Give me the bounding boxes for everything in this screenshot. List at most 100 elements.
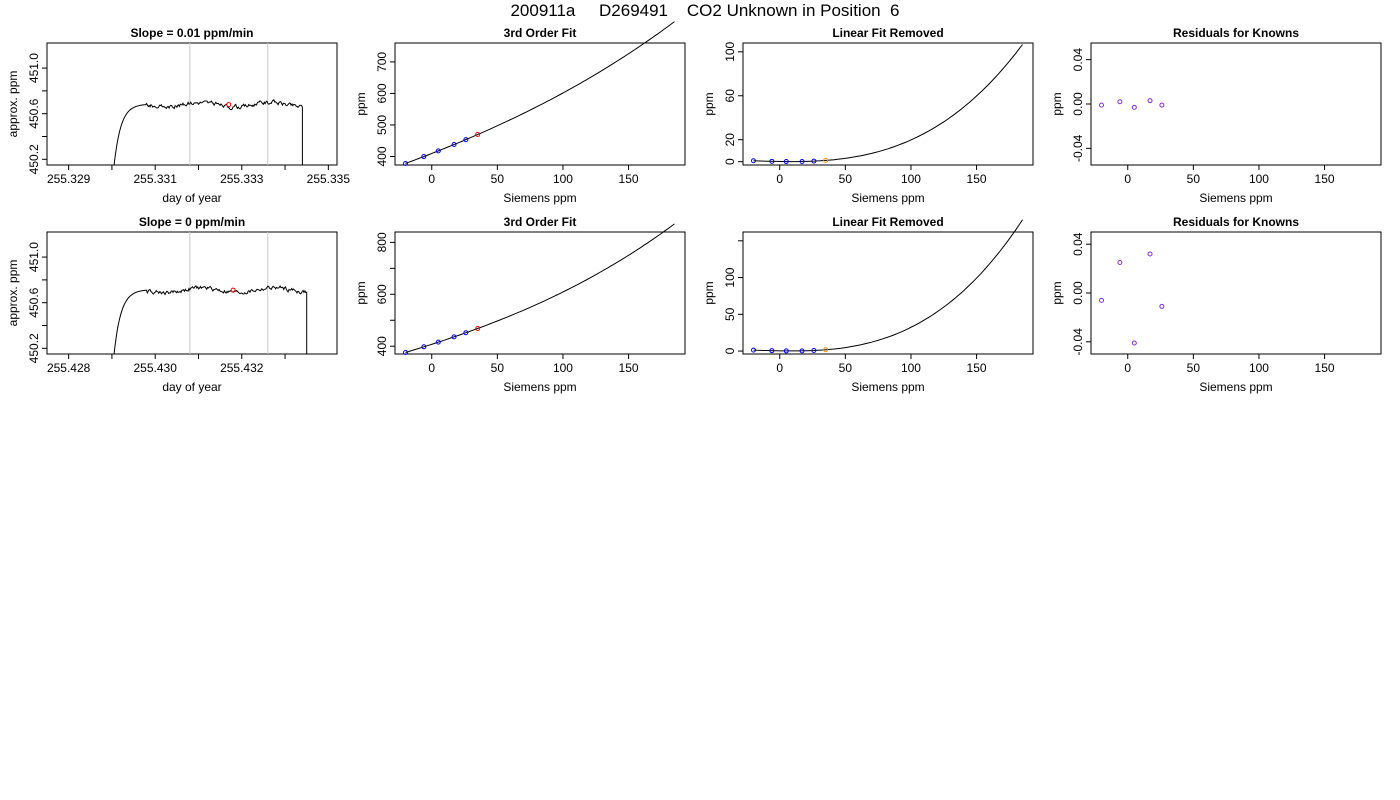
chart-panel-5: Slope = 0 ppm/min 255.428 255.430 255.432 da… bbox=[6, 215, 338, 394]
known-point bbox=[783, 159, 789, 165]
x-axis-label: Siemens ppm bbox=[503, 191, 576, 205]
known-point bbox=[451, 334, 457, 340]
plot-frame bbox=[394, 231, 686, 355]
known-point bbox=[421, 344, 427, 350]
known-point bbox=[769, 158, 775, 164]
plot-frame bbox=[46, 231, 338, 355]
x-tick-label: 150 bbox=[619, 361, 639, 375]
y-tick-label: 60 bbox=[723, 89, 737, 103]
x-tick-label: 100 bbox=[553, 361, 573, 375]
x-tick-label: 100 bbox=[553, 172, 573, 186]
y-tick-label: 450.6 bbox=[27, 98, 41, 128]
y-tick-label: 100 bbox=[723, 267, 737, 287]
known-point bbox=[463, 330, 469, 336]
known-point bbox=[799, 158, 805, 164]
y-axis-label: ppm bbox=[702, 92, 716, 115]
y-tick-label: 450.6 bbox=[27, 287, 41, 317]
chart-panel-4: Residuals for Knowns 0 50 100 150 Siemens ppm… bbox=[1050, 26, 1382, 205]
y-tick-label: 0 bbox=[723, 158, 737, 165]
chart-title: 3rd Order Fit bbox=[504, 26, 577, 40]
x-tick-label: 150 bbox=[967, 172, 987, 186]
x-tick-label: 50 bbox=[1187, 361, 1201, 375]
chart-title: Slope = 0 ppm/min bbox=[139, 215, 245, 229]
known-point bbox=[799, 348, 805, 354]
y-tick-label: -0.04 bbox=[1071, 134, 1085, 162]
x-tick-label: 100 bbox=[901, 361, 921, 375]
known-point bbox=[811, 347, 817, 353]
fit-curve bbox=[753, 219, 1023, 352]
y-tick-label: 450.2 bbox=[27, 333, 41, 363]
x-tick-label: 50 bbox=[1187, 172, 1201, 186]
chart-title: Linear Fit Removed bbox=[832, 26, 943, 40]
chart-title: 3rd Order Fit bbox=[504, 215, 577, 229]
y-tick-label: 0.04 bbox=[1071, 48, 1085, 72]
x-axis-label: Siemens ppm bbox=[851, 380, 924, 394]
y-tick-label: 0.00 bbox=[1071, 281, 1085, 305]
residual-point bbox=[1098, 297, 1104, 303]
x-tick-label: 255.335 bbox=[307, 172, 351, 186]
y-tick-label: 20 bbox=[723, 133, 737, 147]
unknown-point bbox=[475, 325, 481, 331]
y-tick-label: 0.00 bbox=[1071, 92, 1085, 116]
concentration-trace bbox=[113, 99, 303, 165]
x-axis-label: Siemens ppm bbox=[503, 380, 576, 394]
y-tick-label: 600 bbox=[375, 284, 389, 304]
y-tick-label: 400 bbox=[375, 336, 389, 356]
plot-frame bbox=[742, 231, 1034, 355]
unknown-point bbox=[823, 157, 829, 163]
x-tick-label: 100 bbox=[1249, 361, 1269, 375]
x-tick-label: 150 bbox=[619, 172, 639, 186]
fit-curve bbox=[405, 223, 675, 353]
chart-title: Residuals for Knowns bbox=[1173, 26, 1299, 40]
x-tick-label: 255.428 bbox=[47, 361, 91, 375]
x-tick-label: 255.430 bbox=[134, 361, 178, 375]
y-tick-label: 100 bbox=[723, 41, 737, 61]
x-axis-label: Siemens ppm bbox=[1199, 191, 1272, 205]
plot-frame bbox=[1090, 42, 1382, 166]
y-tick-label: 400 bbox=[375, 146, 389, 166]
y-axis-label: ppm bbox=[1050, 281, 1064, 304]
x-tick-label: 255.432 bbox=[220, 361, 264, 375]
x-tick-label: 0 bbox=[776, 172, 783, 186]
y-tick-label: 600 bbox=[375, 83, 389, 103]
residual-point bbox=[1117, 99, 1123, 105]
known-point bbox=[750, 347, 756, 353]
known-point bbox=[402, 160, 408, 166]
chart-panel-8: Residuals for Knowns 0 50 100 150 Siemens ppm… bbox=[1050, 215, 1382, 394]
x-tick-label: 100 bbox=[901, 172, 921, 186]
y-tick-label: 0 bbox=[723, 347, 737, 354]
x-tick-label: 150 bbox=[1315, 361, 1335, 375]
x-tick-label: 0 bbox=[428, 172, 435, 186]
x-tick-label: 50 bbox=[839, 172, 853, 186]
y-axis-label: ppm bbox=[702, 281, 716, 304]
x-tick-label: 50 bbox=[491, 172, 505, 186]
x-tick-label: 150 bbox=[1315, 172, 1335, 186]
y-axis-label: ppm bbox=[354, 92, 368, 115]
x-axis-label: day of year bbox=[162, 191, 221, 205]
y-tick-label: 451.0 bbox=[27, 242, 41, 272]
y-tick-label: 700 bbox=[375, 52, 389, 72]
x-tick-label: 0 bbox=[1124, 361, 1131, 375]
concentration-trace bbox=[113, 284, 308, 354]
chart-title: Residuals for Knowns bbox=[1173, 215, 1299, 229]
fit-curve bbox=[405, 21, 675, 164]
residual-point bbox=[1159, 303, 1165, 309]
known-point bbox=[402, 349, 408, 355]
known-point bbox=[463, 137, 469, 143]
page-title: 200911a D269491 CO2 Unknown in Position … bbox=[510, 1, 900, 20]
chart-panel-7: Linear Fit Removed 0 50 100 150 Siemens ppm 0 5… bbox=[702, 215, 1034, 394]
y-tick-label: -0.04 bbox=[1071, 328, 1085, 356]
unknown-point bbox=[823, 347, 829, 353]
x-tick-label: 150 bbox=[967, 361, 987, 375]
residual-point bbox=[1147, 98, 1153, 104]
chart-title: Slope = 0.01 ppm/min bbox=[130, 26, 253, 40]
known-point bbox=[769, 348, 775, 354]
known-point bbox=[451, 142, 457, 148]
residual-point bbox=[1131, 340, 1137, 346]
sample-marker bbox=[226, 102, 232, 108]
x-tick-label: 100 bbox=[1249, 172, 1269, 186]
x-tick-label: 0 bbox=[1124, 172, 1131, 186]
chart-panel-6: 3rd Order Fit 0 50 100 150 Siemens ppm 400 600 8… bbox=[354, 215, 686, 394]
sample-marker bbox=[230, 287, 236, 293]
